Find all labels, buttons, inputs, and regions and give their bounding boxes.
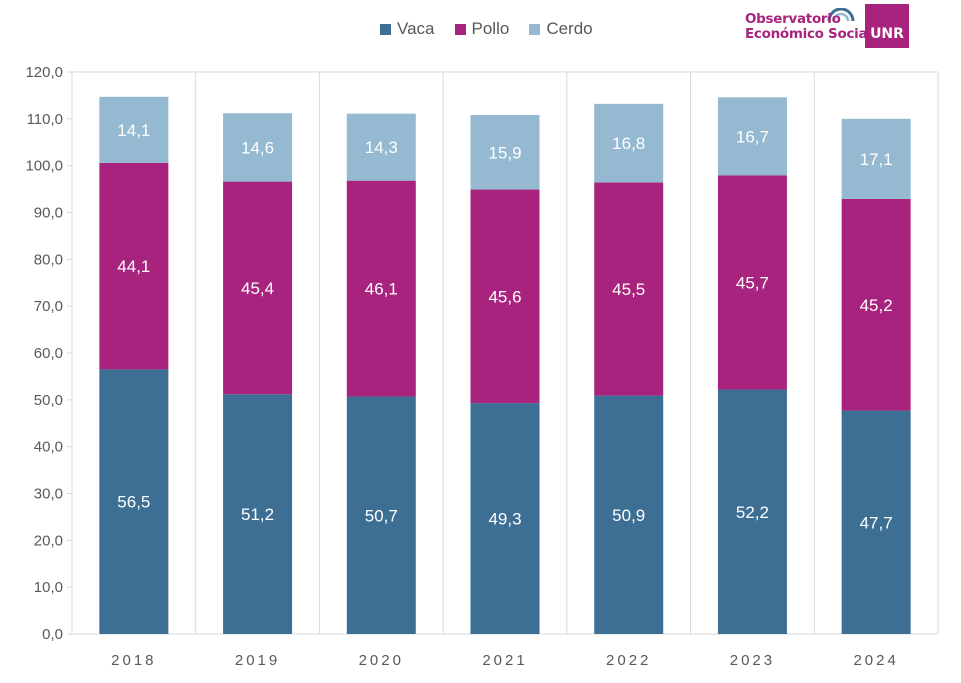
- logo-badge: UNR: [865, 4, 909, 48]
- data-label: 50,7: [365, 506, 398, 525]
- legend-label-vaca: Vaca: [397, 19, 435, 38]
- data-label: 16,8: [612, 134, 645, 153]
- logo-arc-icon: [827, 8, 855, 22]
- y-tick-label: 0,0: [42, 626, 63, 643]
- x-tick-label: 2021: [482, 652, 527, 669]
- bar-segment-vaca-2023: [717, 389, 787, 634]
- data-label: 45,4: [241, 279, 274, 298]
- y-tick-label: 60,0: [34, 345, 63, 362]
- bar-segment-vaca-2020: [346, 396, 416, 634]
- bar-segment-pollo-2021: [470, 189, 540, 404]
- data-label: 14,3: [365, 138, 398, 157]
- bar-segment-cerdo-2018: [99, 96, 169, 163]
- bar-segment-cerdo-2019: [223, 113, 293, 182]
- logo-text: Observatorio Económico Social: [745, 12, 872, 42]
- legend-item-vaca: Vaca: [380, 19, 435, 39]
- data-label: 51,2: [241, 505, 274, 524]
- y-tick-label: 30,0: [34, 486, 63, 503]
- bar-segment-vaca-2022: [594, 395, 664, 634]
- y-tick-label: 40,0: [34, 439, 63, 456]
- data-label: 17,1: [860, 150, 893, 169]
- legend-item-cerdo: Cerdo: [529, 19, 593, 39]
- logo-line-2: Económico Social: [745, 26, 872, 42]
- x-tick-label: 2018: [111, 652, 156, 669]
- bar-segment-cerdo-2020: [346, 113, 416, 181]
- bar-segment-vaca-2019: [223, 394, 293, 634]
- bar-segment-pollo-2018: [99, 162, 169, 370]
- y-tick-label: 20,0: [34, 532, 63, 549]
- x-tick-label: 2022: [606, 652, 651, 669]
- bar-segment-pollo-2024: [841, 198, 911, 411]
- data-label: 52,2: [736, 503, 769, 522]
- legend-item-pollo: Pollo: [454, 19, 510, 39]
- y-tick-label: 120,0: [25, 64, 63, 81]
- x-tick-label: 2023: [730, 652, 775, 669]
- data-label: 49,3: [488, 510, 521, 529]
- y-tick-label: 100,0: [25, 158, 63, 175]
- legend-swatch-vaca: [380, 23, 391, 35]
- bar-segment-pollo-2019: [223, 181, 293, 395]
- data-label: 45,2: [860, 296, 893, 315]
- x-tick-label: 2024: [853, 652, 898, 669]
- data-label: 45,6: [488, 287, 521, 306]
- bar-segment-vaca-2024: [841, 410, 911, 634]
- data-label: 14,1: [117, 121, 150, 140]
- bar-segment-vaca-2021: [470, 403, 540, 634]
- x-tick-label: 2020: [359, 652, 404, 669]
- bar-segment-cerdo-2022: [594, 103, 664, 183]
- data-label: 44,1: [117, 257, 150, 276]
- bar-segment-pollo-2022: [594, 182, 664, 396]
- bar-segment-pollo-2023: [717, 175, 787, 390]
- y-tick-label: 90,0: [34, 205, 63, 222]
- chart-legend: Vaca Pollo Cerdo: [380, 19, 593, 39]
- legend-swatch-cerdo: [529, 23, 541, 35]
- bar-segment-cerdo-2021: [470, 115, 540, 190]
- bar-segment-cerdo-2024: [841, 118, 911, 199]
- data-label: 47,7: [860, 513, 893, 532]
- bar-segment-cerdo-2023: [717, 97, 787, 176]
- y-tick-label: 110,0: [27, 111, 63, 128]
- legend-swatch-pollo: [454, 23, 466, 35]
- data-label: 14,6: [241, 138, 274, 157]
- data-label: 16,7: [736, 127, 769, 146]
- legend-label-pollo: Pollo: [471, 19, 510, 38]
- data-label: 15,9: [488, 143, 521, 162]
- y-tick-label: 10,0: [34, 579, 63, 596]
- x-tick-label: 2019: [235, 652, 280, 669]
- logo-line-1: Observatorio: [745, 11, 841, 27]
- data-label: 56,5: [117, 493, 150, 512]
- y-tick-label: 80,0: [34, 251, 63, 268]
- y-tick-label: 70,0: [34, 298, 63, 315]
- data-label: 45,7: [736, 274, 769, 293]
- observatorio-logo: Observatorio Económico Social UNR: [745, 4, 910, 48]
- data-label: 46,1: [365, 280, 398, 299]
- y-tick-label: 50,0: [34, 392, 63, 409]
- data-label: 45,5: [612, 280, 645, 299]
- bar-segment-pollo-2020: [346, 180, 416, 397]
- legend-label-cerdo: Cerdo: [546, 19, 593, 38]
- bar-segment-vaca-2018: [99, 369, 169, 634]
- data-label: 50,9: [612, 506, 645, 525]
